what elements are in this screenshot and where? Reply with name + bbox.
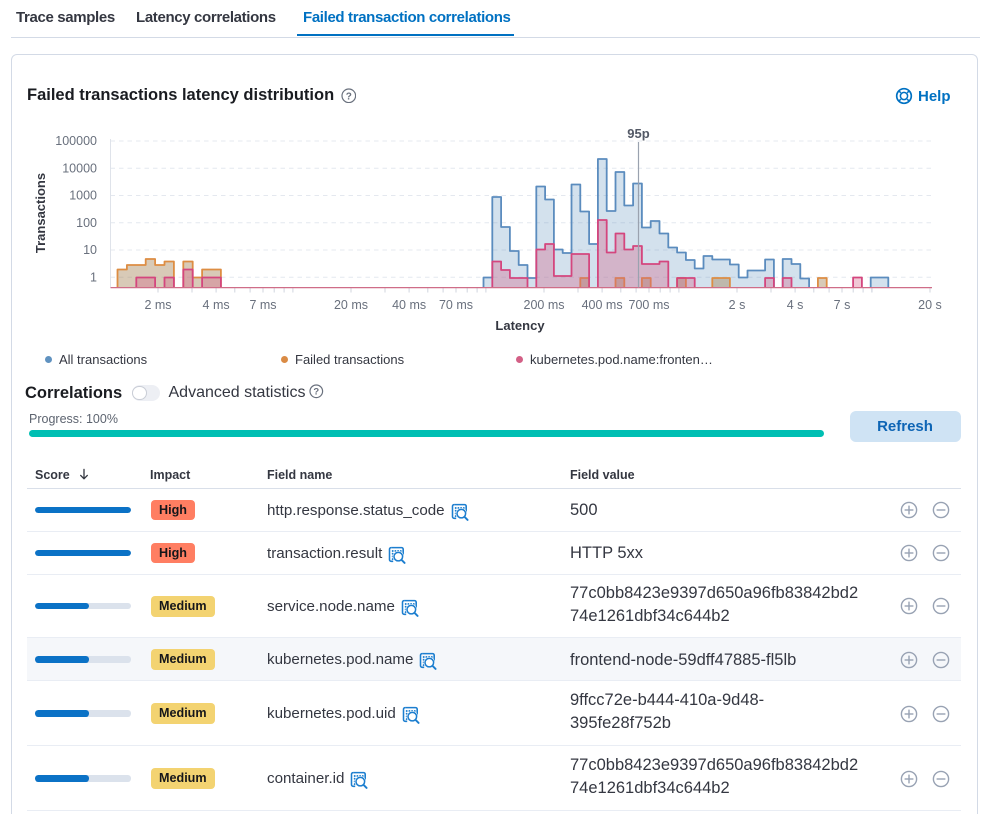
svg-text:?: ? [314, 387, 320, 398]
svg-text:100000: 100000 [55, 134, 97, 148]
svg-text:2 ms: 2 ms [144, 298, 171, 312]
svg-text:4 s: 4 s [787, 298, 804, 312]
svg-text:4 ms: 4 ms [203, 298, 230, 312]
svg-text:100: 100 [76, 216, 97, 230]
svg-text:7 s: 7 s [834, 298, 851, 312]
svg-text:Latency: Latency [495, 318, 545, 333]
svg-text:1000: 1000 [69, 189, 97, 203]
svg-text:70 ms: 70 ms [439, 298, 473, 312]
svg-text:700 ms: 700 ms [629, 298, 670, 312]
svg-text:10: 10 [83, 243, 97, 257]
svg-text:2 s: 2 s [729, 298, 746, 312]
svg-text:1: 1 [90, 271, 97, 285]
svg-text:?: ? [345, 91, 351, 102]
svg-text:10000: 10000 [62, 162, 97, 176]
svg-text:7 ms: 7 ms [249, 298, 276, 312]
svg-text:95p: 95p [627, 126, 649, 141]
svg-text:Transactions: Transactions [33, 173, 48, 253]
svg-text:20 ms: 20 ms [334, 298, 368, 312]
svg-text:40 ms: 40 ms [392, 298, 426, 312]
svg-text:20 s: 20 s [918, 298, 942, 312]
svg-text:400 ms: 400 ms [582, 298, 623, 312]
svg-text:200 ms: 200 ms [524, 298, 565, 312]
